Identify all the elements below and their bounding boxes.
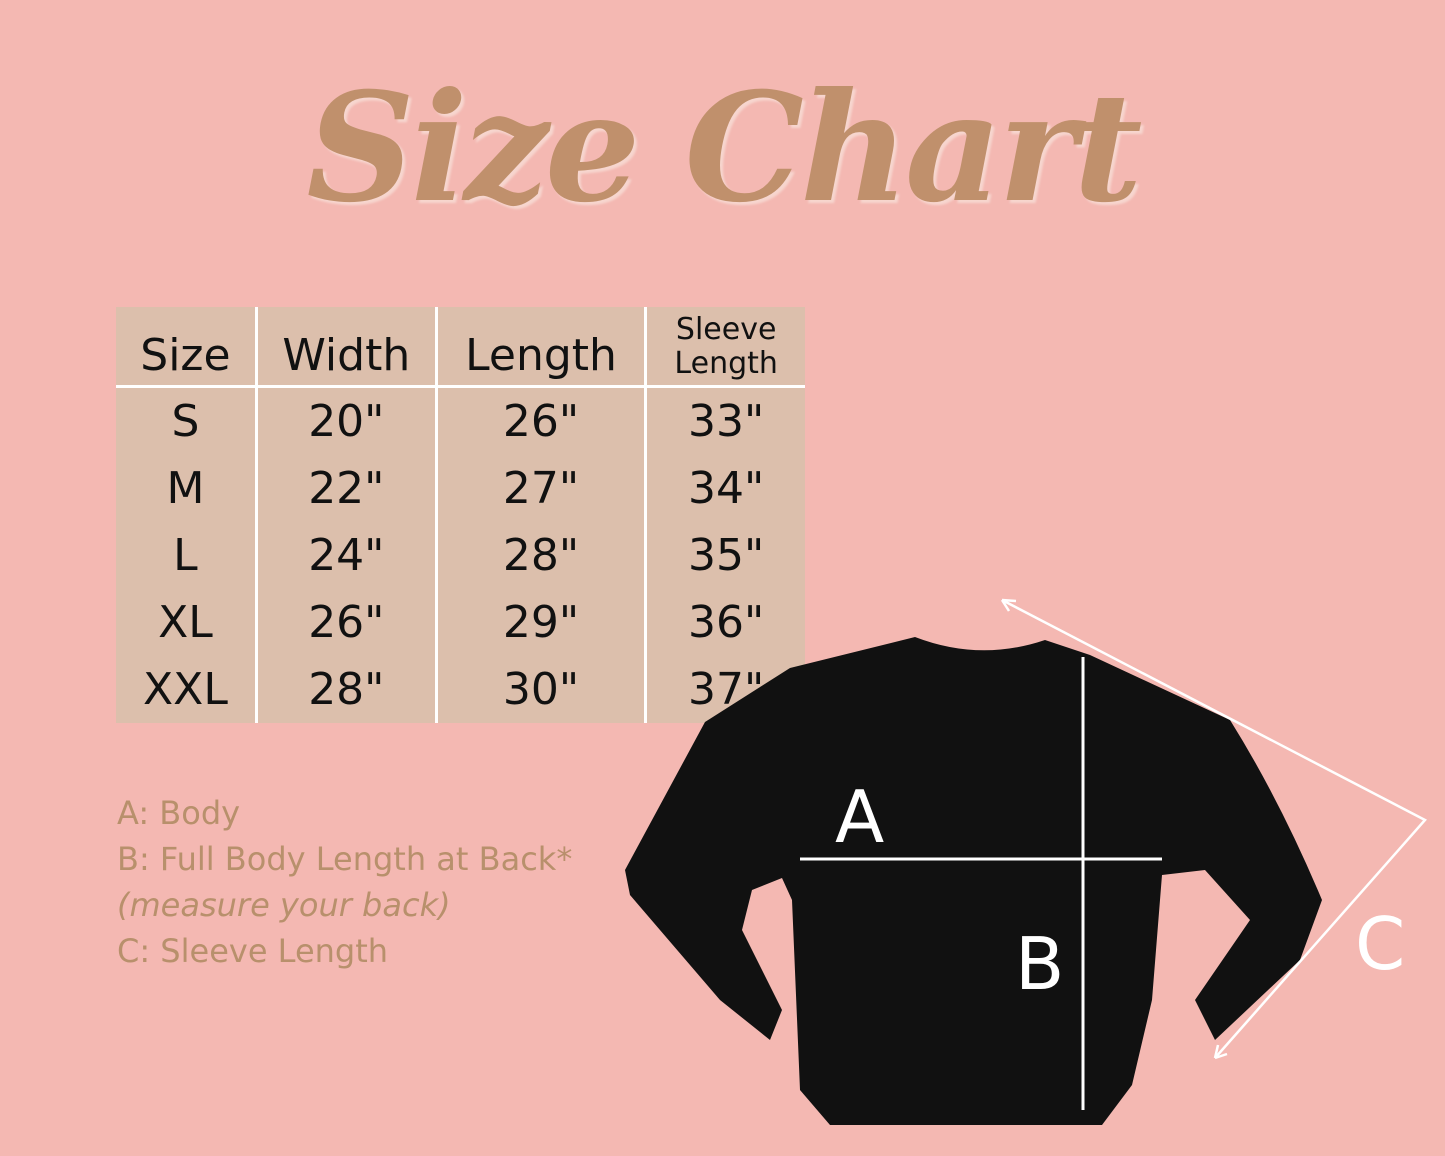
legend-b-note: (measure your back) [117, 886, 451, 924]
measurement-legend: A: Body B: Full Body Length at Back* (me… [117, 790, 572, 974]
cell-length: 30" [434, 656, 646, 723]
cell-size: XL [158, 597, 213, 648]
header-width: Width [254, 307, 437, 388]
label-c: C [1355, 902, 1406, 986]
legend-b: B: Full Body Length at Back* [117, 840, 573, 878]
cell-size: M [166, 463, 205, 514]
page-title: Size Chart [306, 60, 1142, 236]
cell-sleeve-length: 33" [644, 386, 805, 455]
label-b: B [1015, 922, 1065, 1006]
table-header-row: Size Width Length Sleeve Length [116, 307, 805, 388]
table-row: M 22" 27" 34" [116, 455, 805, 522]
cell-sleeve-length: 36" [644, 589, 805, 656]
legend-c: C: Sleeve Length [117, 932, 389, 970]
table-row: XL 26" 29" 36" [116, 589, 805, 656]
legend-a: A: Body [117, 794, 241, 832]
cell-size: S [171, 396, 200, 447]
cell-sleeve-length: 35" [644, 522, 805, 589]
cell-size: XXL [143, 664, 228, 715]
cell-width: 20" [254, 386, 437, 455]
cell-width: 26" [254, 589, 437, 656]
header-length: Length [434, 307, 646, 388]
header-sleeve-length: Sleeve Length [644, 307, 805, 388]
cell-size: L [173, 530, 198, 581]
sweater-image [625, 637, 1322, 1125]
cell-length: 28" [434, 522, 646, 589]
cell-width: 28" [254, 656, 437, 723]
cell-width: 24" [254, 522, 437, 589]
arrow-head-icon [1000, 598, 1017, 612]
arrow-head-icon [1213, 1044, 1228, 1060]
cell-sleeve-length: 34" [644, 455, 805, 522]
cell-width: 22" [254, 455, 437, 522]
measure-line-c [1001, 598, 1427, 1059]
table-row: S 20" 26" 33" [116, 386, 805, 455]
cell-length: 27" [434, 455, 646, 522]
label-a: A [835, 775, 885, 859]
cell-length: 29" [434, 589, 646, 656]
table-row: L 24" 28" 35" [116, 522, 805, 589]
header-size: Size [116, 307, 257, 388]
cell-length: 26" [434, 386, 646, 455]
size-table: Size Width Length Sleeve Length S 20" 26" 3… [116, 307, 805, 723]
